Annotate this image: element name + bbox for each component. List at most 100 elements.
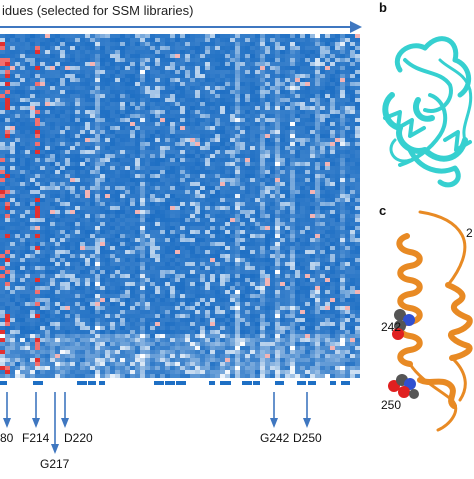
heatmap-cell xyxy=(245,254,250,258)
heatmap-cell xyxy=(55,370,60,374)
heatmap-cell xyxy=(205,298,210,302)
heatmap-cell xyxy=(40,278,45,282)
heatmap-cell xyxy=(180,370,185,374)
heatmap-cell xyxy=(250,150,255,154)
heatmap-cell xyxy=(0,238,5,242)
heatmap-cell xyxy=(20,94,25,98)
heatmap-cell xyxy=(80,178,85,182)
heatmap-cell xyxy=(250,174,255,178)
heatmap-cell xyxy=(120,310,125,314)
heatmap-cell xyxy=(150,214,155,218)
heatmap-cell xyxy=(180,78,185,82)
heatmap-cell xyxy=(250,294,255,298)
heatmap-cell xyxy=(70,230,75,234)
heatmap-cell xyxy=(200,274,205,278)
heatmap-cell xyxy=(0,90,5,94)
heatmap-cell xyxy=(225,218,230,222)
heatmap-cell xyxy=(10,294,15,298)
heatmap-cell xyxy=(165,362,170,366)
heatmap-cell xyxy=(100,158,105,162)
heatmap-cell xyxy=(140,38,145,42)
heatmap-cell xyxy=(130,78,135,82)
heatmap-cell xyxy=(85,218,90,222)
heatmap-cell xyxy=(135,278,140,282)
heatmap-cell xyxy=(270,126,275,130)
heatmap-cell xyxy=(50,114,55,118)
heatmap-cell xyxy=(230,154,235,158)
heatmap-cell xyxy=(245,42,250,46)
heatmap-cell xyxy=(220,54,225,58)
heatmap-cell xyxy=(60,90,65,94)
heatmap-cell xyxy=(175,174,180,178)
heatmap-cell xyxy=(95,202,100,206)
heatmap-cell xyxy=(30,102,35,106)
heatmap-cell xyxy=(185,54,190,58)
heatmap-cell xyxy=(210,302,215,306)
heatmap-cell xyxy=(160,34,165,38)
heatmap-cell xyxy=(35,334,40,338)
heatmap-cell xyxy=(145,118,150,122)
heatmap-cell xyxy=(95,338,100,342)
heatmap-cell xyxy=(175,330,180,334)
heatmap-cell xyxy=(275,226,280,230)
heatmap-cell xyxy=(260,350,265,354)
heatmap-cell xyxy=(75,78,80,82)
heatmap-cell xyxy=(20,82,25,86)
heatmap-cell xyxy=(255,206,260,210)
heatmap-cell xyxy=(285,150,290,154)
heatmap-cell xyxy=(205,374,210,378)
heatmap-cell xyxy=(200,54,205,58)
heatmap-cell xyxy=(205,290,210,294)
heatmap-cell xyxy=(95,166,100,170)
heatmap-cell xyxy=(85,74,90,78)
heatmap-cell xyxy=(280,174,285,178)
heatmap-cell xyxy=(80,274,85,278)
heatmap-cell xyxy=(180,310,185,314)
heatmap-cell xyxy=(145,150,150,154)
heatmap-cell xyxy=(175,194,180,198)
heatmap-cell xyxy=(105,142,110,146)
heatmap-cell xyxy=(130,230,135,234)
heatmap-cell xyxy=(280,38,285,42)
heatmap-cell xyxy=(35,130,40,134)
heatmap-cell xyxy=(75,234,80,238)
heatmap-cell xyxy=(165,150,170,154)
heatmap-cell xyxy=(265,342,270,346)
heatmap-cell xyxy=(245,142,250,146)
heatmap-cell xyxy=(60,202,65,206)
heatmap-cell xyxy=(195,366,200,370)
heatmap-cell xyxy=(10,274,15,278)
heatmap-cell xyxy=(200,278,205,282)
heatmap-cell xyxy=(155,86,160,90)
heatmap-cell xyxy=(5,194,10,198)
heatmap-cell xyxy=(135,194,140,198)
heatmap-cell xyxy=(225,374,230,378)
heatmap-cell xyxy=(215,350,220,354)
heatmap-cell xyxy=(10,98,15,102)
heatmap-cell xyxy=(25,46,30,50)
heatmap-cell xyxy=(20,350,25,354)
heatmap-cell xyxy=(10,70,15,74)
heatmap-cell xyxy=(70,254,75,258)
heatmap-cell xyxy=(265,62,270,66)
heatmap-cell xyxy=(50,198,55,202)
heatmap-cell xyxy=(140,310,145,314)
heatmap-cell xyxy=(10,130,15,134)
heatmap-cell xyxy=(115,374,120,378)
heatmap-cell xyxy=(45,226,50,230)
heatmap-cell xyxy=(60,258,65,262)
heatmap-cell xyxy=(190,142,195,146)
heatmap-cell xyxy=(165,186,170,190)
heatmap-cell xyxy=(75,214,80,218)
heatmap-cell xyxy=(45,142,50,146)
heatmap-cell xyxy=(190,222,195,226)
heatmap-cell xyxy=(255,366,260,370)
heatmap-cell xyxy=(0,226,5,230)
heatmap-cell xyxy=(140,266,145,270)
heatmap-cell xyxy=(225,274,230,278)
heatmap-cell xyxy=(75,166,80,170)
heatmap-cell xyxy=(215,150,220,154)
heatmap-cell xyxy=(20,254,25,258)
heatmap-cell xyxy=(65,226,70,230)
heatmap-cell xyxy=(175,334,180,338)
